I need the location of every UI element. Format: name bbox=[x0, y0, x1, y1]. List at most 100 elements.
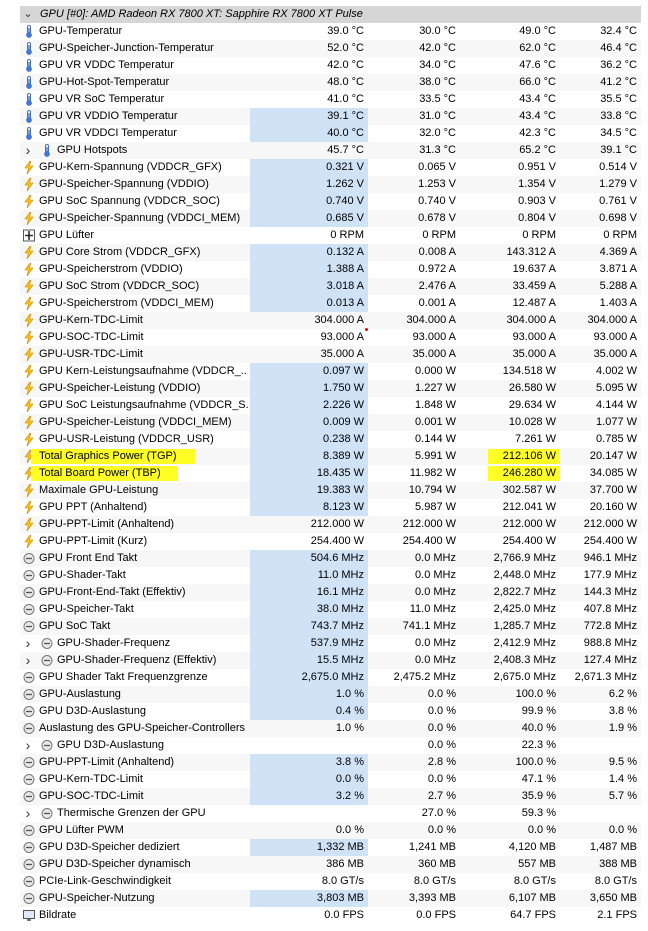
min-value: 11.0 MHz bbox=[409, 603, 456, 615]
sensor-row[interactable]: GPU-USR-TDC-Limit 35.000 A 35.000 A 35.000 … bbox=[20, 346, 641, 363]
current-value: 16.1 MHz bbox=[250, 584, 368, 601]
sensor-label: GPU Lüfter PWM bbox=[39, 824, 124, 836]
sensor-label: GPU SoC Spannung (VDDCR_SOC) bbox=[39, 195, 220, 207]
current-value: 537.9 MHz bbox=[250, 635, 368, 652]
collapse-icon[interactable]: ⌄ bbox=[23, 8, 33, 20]
sensor-row[interactable]: Maximale GPU-Leistung 19.383 W 10.794 W 302… bbox=[20, 482, 641, 499]
sensor-label: GPU D3D-Speicher dediziert bbox=[39, 841, 180, 853]
sensor-row[interactable]: GPU-PPT-Limit (Kurz) 254.400 W 254.400 W 25… bbox=[20, 533, 641, 550]
bolt-icon bbox=[23, 263, 35, 276]
max-value: 143.312 A bbox=[506, 246, 556, 258]
sensor-row[interactable]: GPU Shader Takt Frequenzgrenze 2,675.0 MH… bbox=[20, 669, 641, 686]
gauge-icon bbox=[23, 620, 35, 633]
sensor-row[interactable]: GPU-Kern-TDC-Limit 304.000 A 304.000 A 304.… bbox=[20, 312, 641, 329]
avg-value: 1.4 % bbox=[608, 773, 637, 785]
expand-chevron-icon[interactable]: › bbox=[25, 652, 31, 668]
sensor-row[interactable]: GPU-Speicher-Spannung (VDDCI_MEM) 0.685 V… bbox=[20, 210, 641, 227]
sensor-row[interactable]: GPU-SOC-TDC-Limit 3.2 % 2.7 % 35.9 % 5.7 % bbox=[20, 788, 641, 805]
max-value: 0.951 V bbox=[518, 161, 556, 173]
sensor-label: Auslastung des GPU-Speicher-Controllers bbox=[39, 722, 246, 734]
min-value: 0.000 W bbox=[415, 365, 456, 377]
sensor-row[interactable]: GPU-Speicher-Takt 38.0 MHz 11.0 MHz 2,425.0… bbox=[20, 601, 641, 618]
max-value: 2,408.3 MHz bbox=[493, 654, 556, 666]
monitor-icon bbox=[23, 909, 35, 922]
sensor-row[interactable]: GPU Lüfter 0 RPM 0 RPM 0 RPM 0 RPM bbox=[20, 227, 641, 244]
max-value: 0.804 V bbox=[518, 212, 556, 224]
max-value: 212.000 W bbox=[502, 518, 556, 530]
sensor-row[interactable]: GPU-Shader-Takt 11.0 MHz 0.0 MHz 2,448.0 MH… bbox=[20, 567, 641, 584]
sensor-row[interactable]: GPU VR VDDC Temperatur 42.0 °C 34.0 °C 47.6… bbox=[20, 57, 641, 74]
sensor-row[interactable]: GPU-Temperatur 39.0 °C 30.0 °C 49.0 °C 32.4 … bbox=[20, 23, 641, 40]
sensor-row[interactable]: Bildrate 0.0 FPS 0.0 FPS 64.7 FPS 2.1 FPS bbox=[20, 907, 641, 924]
min-value: 0.0 % bbox=[427, 824, 456, 836]
min-value: 42.0 °C bbox=[419, 42, 456, 54]
sensor-row[interactable]: PCIe-Link-Geschwindigkeit 8.0 GT/s 8.0 GT/… bbox=[20, 873, 641, 890]
sensor-row[interactable]: Total Board Power (TBP) 18.435 W 11.982 W 2… bbox=[20, 465, 641, 482]
sensor-row[interactable]: GPU Kern-Leistungsaufnahme (VDDCR_... 0.0… bbox=[20, 363, 641, 380]
sensor-row[interactable]: GPU PPT (Anhaltend) 8.123 W 5.987 W 212.041… bbox=[20, 499, 641, 516]
sensor-row[interactable]: Auslastung des GPU-Speicher-Controllers 1… bbox=[20, 720, 641, 737]
current-value: 0.013 A bbox=[250, 295, 368, 312]
sensor-row[interactable]: GPU-Speicher-Nutzung 3,803 MB 3,393 MB 6,10… bbox=[20, 890, 641, 907]
sensor-row[interactable]: GPU SoC Takt 743.7 MHz 741.1 MHz 1,285.7 MH… bbox=[20, 618, 641, 635]
max-value: 65.2 °C bbox=[519, 144, 556, 156]
sensor-row[interactable]: Total Graphics Power (TGP) 8.389 W 5.991 W… bbox=[20, 448, 641, 465]
sensor-row[interactable]: GPU-Speicher-Leistung (VDDCI_MEM) 0.009 W… bbox=[20, 414, 641, 431]
bolt-icon bbox=[23, 195, 35, 208]
sensor-row[interactable]: › GPU-Shader-Frequenz (Effektiv) 15.5 MHz 0… bbox=[20, 652, 641, 669]
sensor-row[interactable]: GPU D3D-Speicher dynamisch 386 MB 360 MB 55… bbox=[20, 856, 641, 873]
sensor-label: GPU Front End Takt bbox=[39, 552, 138, 564]
sensor-row[interactable]: GPU D3D-Speicher dediziert 1,332 MB 1,241 … bbox=[20, 839, 641, 856]
sensor-row[interactable]: GPU VR VDDIO Temperatur 39.1 °C 31.0 °C 43.… bbox=[20, 108, 641, 125]
sensor-row[interactable]: GPU-Kern-Spannung (VDDCR_GFX) 0.321 V 0.06… bbox=[20, 159, 641, 176]
sensor-row[interactable]: GPU-Kern-TDC-Limit 0.0 % 0.0 % 47.1 % 1.4 % bbox=[20, 771, 641, 788]
min-value: 30.0 °C bbox=[419, 25, 456, 37]
sensor-row[interactable]: GPU-PPT-Limit (Anhaltend) 3.8 % 2.8 % 100.0… bbox=[20, 754, 641, 771]
expand-chevron-icon[interactable]: › bbox=[25, 142, 31, 158]
expand-chevron-icon[interactable]: › bbox=[25, 737, 31, 753]
sensor-label: Total Graphics Power (TGP) bbox=[39, 450, 177, 462]
sensor-row[interactable]: GPU VR VDDCI Temperatur 40.0 °C 32.0 °C 42.… bbox=[20, 125, 641, 142]
avg-value: 0.761 V bbox=[599, 195, 637, 207]
min-value: 1,241 MB bbox=[408, 841, 456, 853]
sensor-row[interactable]: GPU Core Strom (VDDCR_GFX) 0.132 A 0.008 A… bbox=[20, 244, 641, 261]
max-value: 2,412.9 MHz bbox=[493, 637, 556, 649]
gpu-group-header[interactable]: ⌄ GPU [#0]: AMD Radeon RX 7800 XT: Sapph… bbox=[20, 6, 641, 23]
sensor-row[interactable]: › Thermische Grenzen der GPU 27.0 % 59.3 % bbox=[20, 805, 641, 822]
expand-chevron-icon[interactable]: › bbox=[25, 805, 31, 821]
thermometer-icon bbox=[23, 93, 35, 106]
sensor-row[interactable]: GPU-Speicher-Spannung (VDDIO) 1.262 V 1.25… bbox=[20, 176, 641, 193]
sensor-row[interactable]: GPU-Front-End-Takt (Effektiv) 16.1 MHz 0.0… bbox=[20, 584, 641, 601]
sensor-row[interactable]: GPU-Speicher-Leistung (VDDIO) 1.750 W 1.22… bbox=[20, 380, 641, 397]
gpu-group-title: GPU [#0]: AMD Radeon RX 7800 XT: Sapphir… bbox=[40, 8, 363, 20]
sensor-row[interactable]: GPU-Hot-Spot-Temperatur 48.0 °C 38.0 °C 66.… bbox=[20, 74, 641, 91]
sensor-row[interactable]: GPU-Auslastung 1.0 % 0.0 % 100.0 % 6.2 % bbox=[20, 686, 641, 703]
sensor-row[interactable]: GPU Front End Takt 504.6 MHz 0.0 MHz 2,766.… bbox=[20, 550, 641, 567]
current-value: 15.5 MHz bbox=[250, 652, 368, 669]
sensor-row[interactable]: GPU-Speicherstrom (VDDIO) 1.388 A 0.972 A 1… bbox=[20, 261, 641, 278]
sensor-label: GPU-SOC-TDC-Limit bbox=[39, 790, 144, 802]
avg-value: 4.002 W bbox=[596, 365, 637, 377]
sensor-row[interactable]: GPU-PPT-Limit (Anhaltend) 212.000 W 212.00… bbox=[20, 516, 641, 533]
sensor-label: GPU-Speicherstrom (VDDCI_MEM) bbox=[39, 297, 214, 309]
sensor-label: GPU VR VDDC Temperatur bbox=[39, 59, 174, 71]
bolt-icon bbox=[23, 399, 35, 412]
sensor-row[interactable]: GPU SoC Leistungsaufnahme (VDDCR_S... 2.2… bbox=[20, 397, 641, 414]
min-value: 360 MB bbox=[418, 858, 456, 870]
sensor-row[interactable]: GPU-Speicherstrom (VDDCI_MEM) 0.013 A 0.00… bbox=[20, 295, 641, 312]
sensor-row[interactable]: GPU-USR-Leistung (VDDCR_USR) 0.238 W 0.144… bbox=[20, 431, 641, 448]
sensor-row[interactable]: › GPU-Shader-Frequenz 537.9 MHz 0.0 MHz 2,41… bbox=[20, 635, 641, 652]
sensor-row[interactable]: GPU SoC Strom (VDDCR_SOC) 3.018 A 2.476 A 3… bbox=[20, 278, 641, 295]
sensor-row[interactable]: GPU VR SoC Temperatur 41.0 °C 33.5 °C 43.4 … bbox=[20, 91, 641, 108]
sensor-row[interactable]: GPU-Speicher-Junction-Temperatur 52.0 °C 4… bbox=[20, 40, 641, 57]
max-value: 2,675.0 MHz bbox=[493, 671, 556, 683]
sensor-row[interactable]: GPU Lüfter PWM 0.0 % 0.0 % 0.0 % 0.0 % bbox=[20, 822, 641, 839]
sensor-row[interactable]: GPU-SOC-TDC-Limit 93.000 A 93.000 A 93.000 … bbox=[20, 329, 641, 346]
expand-chevron-icon[interactable]: › bbox=[25, 635, 31, 651]
sensor-row[interactable]: GPU SoC Spannung (VDDCR_SOC) 0.740 V 0.740… bbox=[20, 193, 641, 210]
gauge-icon bbox=[23, 552, 35, 565]
sensor-row[interactable]: GPU D3D-Auslastung 0.4 % 0.0 % 99.9 % 3.8 % bbox=[20, 703, 641, 720]
sensor-label: GPU-Speicher-Spannung (VDDIO) bbox=[39, 178, 209, 190]
sensor-row[interactable]: › GPU Hotspots 45.7 °C 31.3 °C 65.2 °C 39.1 °… bbox=[20, 142, 641, 159]
sensor-row[interactable]: › GPU D3D-Auslastung 0.0 % 22.3 % bbox=[20, 737, 641, 754]
